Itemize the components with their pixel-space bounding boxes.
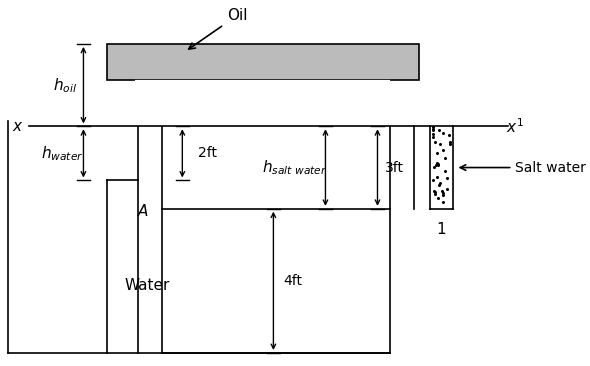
Bar [136, 80, 391, 126]
Text: 2ft: 2ft [198, 146, 217, 160]
Text: 4ft: 4ft [284, 274, 303, 288]
Text: 3ft: 3ft [385, 161, 404, 175]
Text: $h_{salt\ water}$: $h_{salt\ water}$ [261, 158, 327, 177]
Bar [107, 44, 419, 80]
Text: $h_{water}$: $h_{water}$ [41, 144, 84, 163]
Text: $x$: $x$ [12, 119, 23, 134]
Text: $h_{oil}$: $h_{oil}$ [53, 76, 77, 94]
Text: Salt water: Salt water [460, 161, 586, 175]
Text: Oil: Oil [189, 8, 247, 49]
Text: 1: 1 [437, 222, 446, 237]
Text: $x^1$: $x^1$ [506, 117, 525, 136]
Text: Water: Water [124, 279, 170, 294]
Text: $A$: $A$ [137, 203, 149, 219]
